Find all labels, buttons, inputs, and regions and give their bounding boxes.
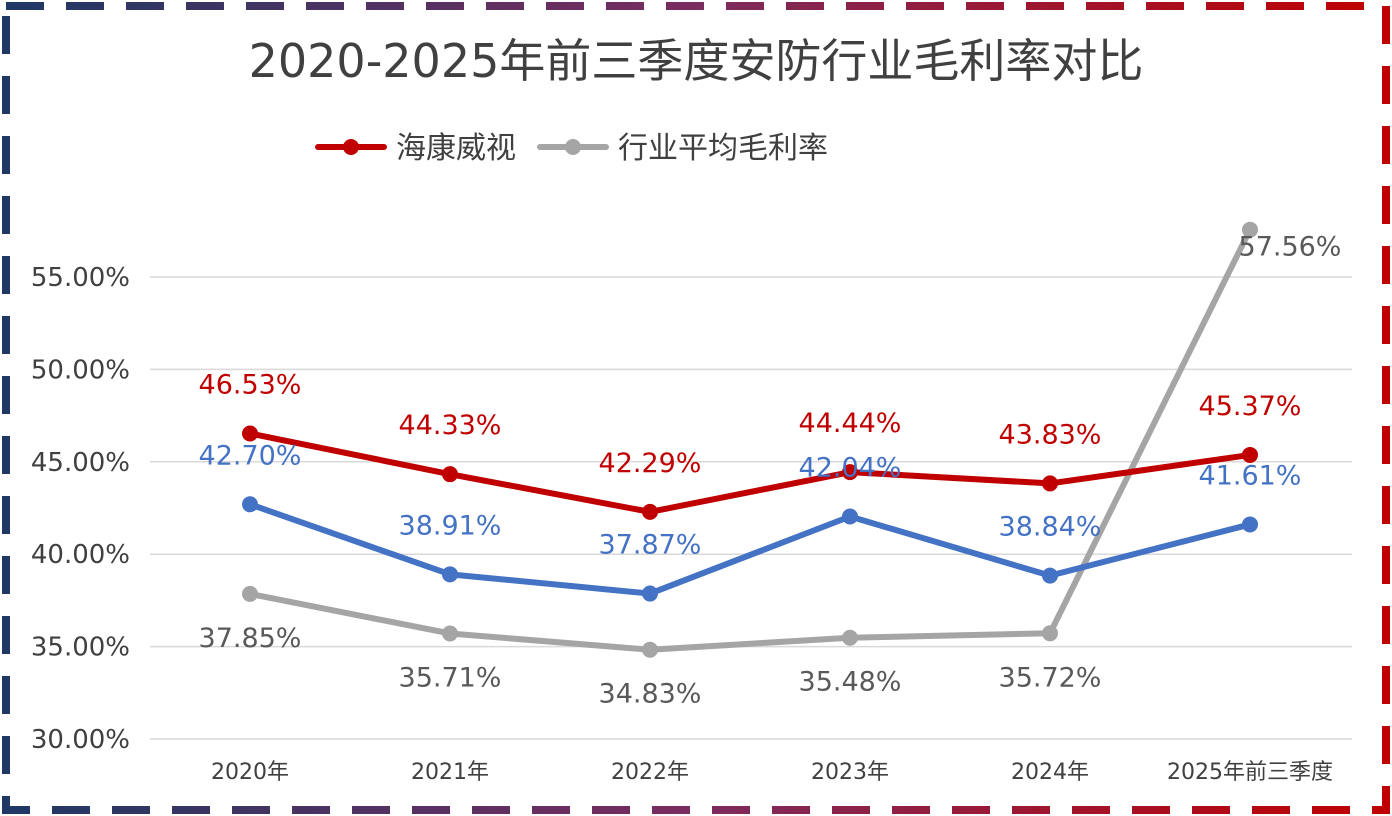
- data-label: 41.61%: [1199, 460, 1302, 491]
- data-point-1: [242, 496, 258, 513]
- y-tick-label: 50.00%: [31, 355, 130, 385]
- data-label: 43.83%: [999, 419, 1102, 450]
- data-point-0: [1242, 446, 1258, 463]
- data-point-1: [642, 585, 658, 602]
- y-tick-label: 35.00%: [31, 633, 130, 663]
- data-label: 46.53%: [199, 370, 302, 401]
- chart-title: 2020-2025年前三季度安防行业毛利率对比: [249, 34, 1144, 88]
- grid-lines: [150, 276, 1352, 740]
- data-label: 37.87%: [599, 530, 702, 561]
- x-tick-label: 2023年: [811, 760, 889, 785]
- x-axis-ticks: 2020年 2021年 2022年 2023年 2024年 2025年前三季度: [211, 760, 1333, 785]
- data-point-0: [842, 464, 858, 481]
- data-label: 44.33%: [399, 410, 502, 441]
- chart-legend: 海康威视 行业平均毛利率: [315, 131, 828, 166]
- series-line-1: [247, 501, 1253, 597]
- data-label: 34.83%: [599, 679, 702, 710]
- y-tick-label: 30.00%: [31, 725, 130, 755]
- data-label: 37.85%: [199, 623, 302, 654]
- data-label: 35.48%: [799, 667, 902, 698]
- x-tick-label: 2024年: [1011, 760, 1089, 785]
- data-point-2: [442, 625, 458, 642]
- series-lines: [247, 226, 1253, 653]
- data-label: 35.72%: [999, 662, 1102, 693]
- data-point-2: [1042, 625, 1058, 642]
- legend-label: 行业平均毛利率: [618, 131, 828, 166]
- data-label: 44.44%: [799, 408, 902, 439]
- legend-label: 海康威视: [396, 131, 516, 166]
- data-labels: 46.53% 44.33% 42.29% 44.44% 43.83% 45.37% 42.7…: [199, 232, 1342, 710]
- y-tick-label: 40.00%: [31, 540, 130, 570]
- data-point-2: [642, 641, 658, 658]
- series-line-0: [247, 430, 1253, 515]
- data-point-2: [1242, 221, 1258, 238]
- data-point-1: [842, 508, 858, 525]
- data-point-0: [442, 466, 458, 483]
- data-point-1: [1042, 567, 1058, 584]
- data-point-0: [1042, 475, 1058, 492]
- data-point-2: [842, 629, 858, 646]
- data-point-2: [242, 585, 258, 602]
- x-tick-label: 2022年: [611, 760, 689, 785]
- y-tick-label: 45.00%: [31, 448, 130, 478]
- data-label: 57.56%: [1239, 232, 1342, 263]
- data-label: 42.29%: [599, 448, 702, 479]
- data-point-0: [642, 503, 658, 520]
- y-tick-label: 55.00%: [31, 263, 130, 293]
- data-label: 42.70%: [199, 440, 302, 471]
- data-point-1: [1242, 516, 1258, 533]
- data-label: 42.04%: [799, 453, 902, 484]
- data-label: 45.37%: [1199, 391, 1302, 422]
- x-tick-label: 2020年: [211, 760, 289, 785]
- data-label: 38.91%: [399, 510, 502, 541]
- data-point-0: [242, 425, 258, 442]
- legend-marker: [565, 139, 581, 155]
- data-label: 35.71%: [399, 662, 502, 693]
- data-label: 38.84%: [999, 512, 1102, 543]
- y-axis-ticks: 30.00% 35.00% 40.00% 45.00% 50.00% 55.00%: [31, 263, 130, 755]
- legend-marker: [343, 139, 359, 155]
- x-tick-label: 2021年: [411, 760, 489, 785]
- series-points: [242, 221, 1258, 658]
- data-point-1: [442, 566, 458, 583]
- x-tick-label: 2025年前三季度: [1167, 760, 1333, 785]
